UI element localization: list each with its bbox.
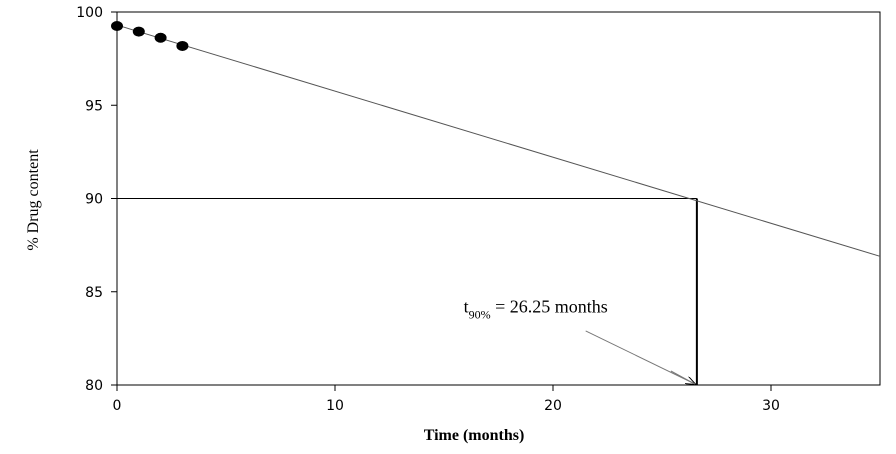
y-tick-label: 90 <box>85 192 103 208</box>
data-point <box>176 40 189 51</box>
y-tick-label: 100 <box>76 5 103 21</box>
annotation-arrow <box>585 330 695 384</box>
data-point <box>154 32 167 43</box>
annotation-arrow-shaft <box>670 370 696 385</box>
x-tick-label: 10 <box>326 398 344 414</box>
data-point <box>111 20 123 31</box>
x-axis-title: Time (months) <box>424 427 525 444</box>
x-tick-label: 30 <box>762 398 780 414</box>
y-tick-label: 85 <box>85 285 103 301</box>
t90-annotation: t90% = 26.25 months <box>464 296 608 321</box>
y-tick-label: 80 <box>85 378 103 394</box>
y-axis-title: % Drug content <box>25 149 42 251</box>
regression-line <box>116 24 881 257</box>
y-tick-label: 95 <box>85 98 103 114</box>
data-point <box>132 26 145 37</box>
x-tick-label: 20 <box>544 398 562 414</box>
x-tick-label: 0 <box>113 398 122 414</box>
